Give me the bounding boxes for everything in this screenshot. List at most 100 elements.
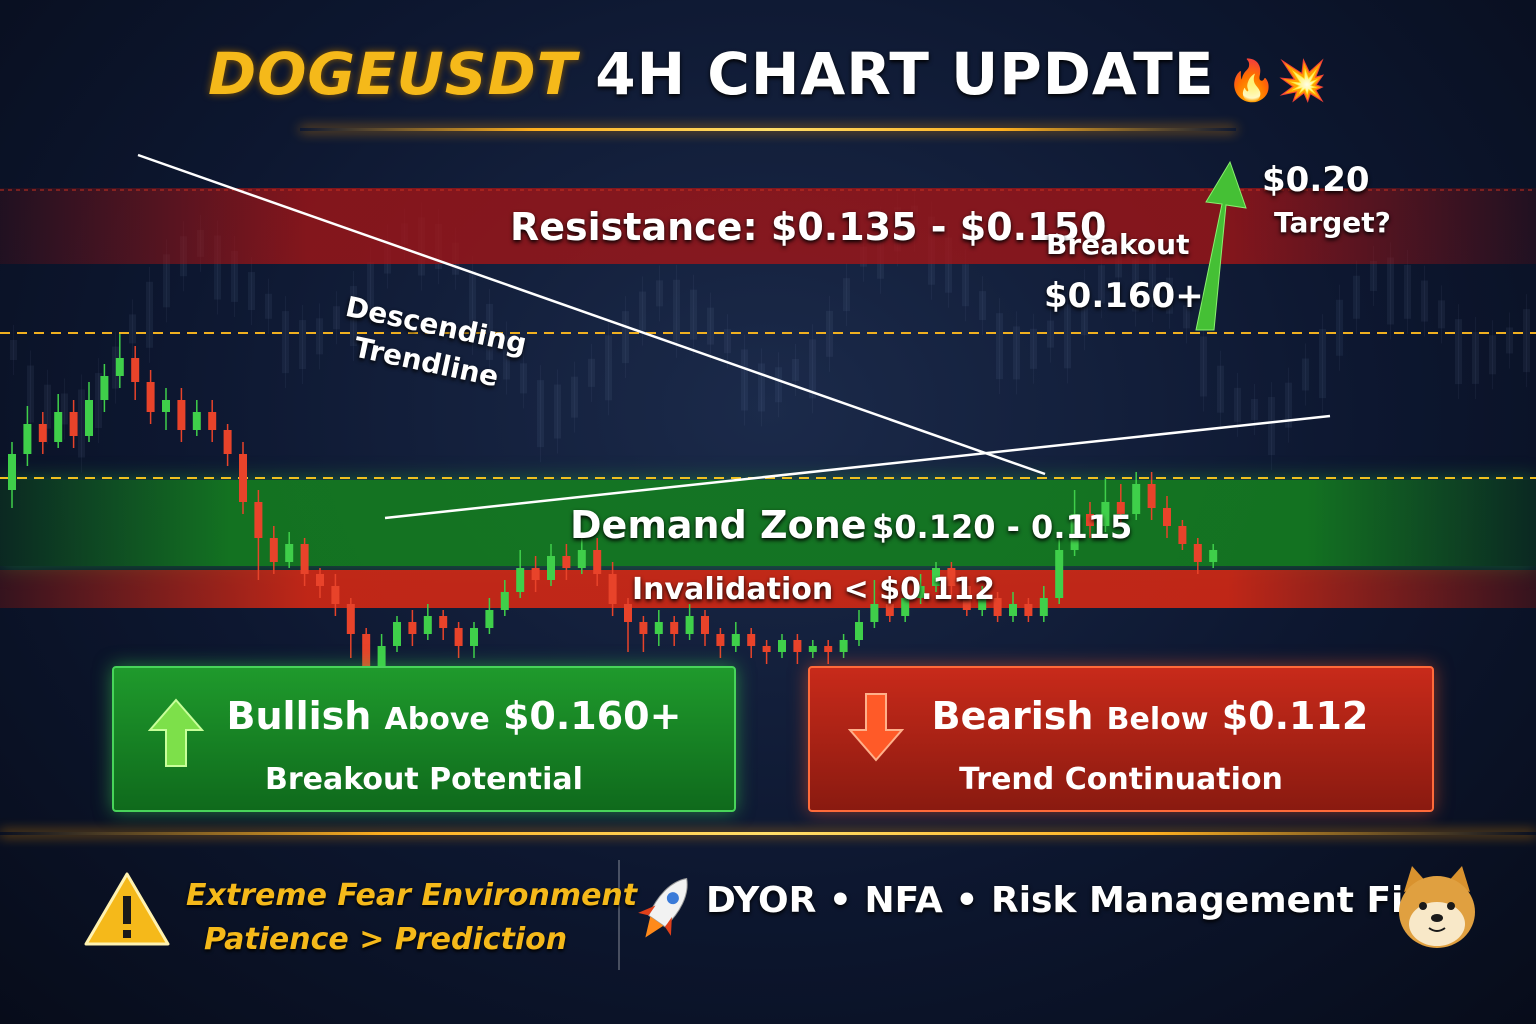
candle-body: [131, 358, 140, 382]
candle-body: [824, 646, 833, 652]
background-candle: [1336, 299, 1343, 356]
warning-icon: [84, 872, 170, 946]
target-value: $0.20: [1262, 160, 1370, 200]
candle-body: [500, 592, 509, 610]
background-candle: [724, 329, 731, 354]
candle-body: [100, 376, 109, 400]
background-candle: [1319, 329, 1326, 399]
background-candle: [1302, 358, 1309, 391]
background-candle: [1421, 280, 1428, 322]
candle-body: [1209, 550, 1218, 562]
rocket-icon: [638, 877, 688, 938]
candle-body: [177, 400, 186, 430]
bullish-above: Above: [384, 702, 490, 737]
candle-body: [1163, 508, 1171, 526]
background-candle: [163, 254, 170, 308]
background-candle: [333, 306, 340, 330]
candle-body: [701, 616, 709, 634]
background-candle: [44, 384, 51, 429]
candle-body: [146, 382, 155, 412]
background-candle: [27, 365, 34, 423]
background-candle: [1064, 304, 1071, 369]
candle-body: [916, 586, 925, 598]
background-candle: [1081, 284, 1088, 336]
candle-body: [1039, 598, 1048, 616]
candle-body: [531, 568, 540, 580]
candle-body: [208, 412, 217, 430]
background-candle: [1234, 387, 1241, 422]
candle-body: [1132, 484, 1141, 514]
background-candle: [265, 293, 272, 319]
footer-vertical-divider: [618, 860, 620, 970]
bullish-word: Bullish: [226, 694, 372, 738]
candle-body: [377, 646, 386, 670]
breakout-value: $0.160+: [1044, 276, 1204, 316]
background-candle: [945, 237, 952, 293]
candle-body: [1009, 604, 1017, 616]
background-candle: [775, 367, 782, 403]
candle-body: [1178, 526, 1187, 544]
doge-avatar-icon: [1399, 866, 1475, 948]
background-candle: [1404, 264, 1411, 319]
candle-body: [239, 454, 247, 502]
background-candle: [95, 373, 102, 429]
background-candle: [486, 303, 493, 360]
bullish-heading: Bullish Above $0.160+: [174, 694, 734, 738]
background-candle: [979, 291, 986, 321]
bearish-subtitle: Trend Continuation: [959, 762, 1283, 797]
resistance-label: Resistance: $0.135 - $0.150: [510, 205, 1107, 249]
background-candle: [1285, 382, 1292, 428]
background-candle: [741, 349, 748, 411]
candle-body: [547, 556, 555, 580]
background-candle: [1132, 249, 1139, 312]
background-candle: [1098, 265, 1105, 304]
candle-body: [1070, 514, 1079, 550]
background-candle: [129, 314, 136, 344]
background-candle: [1370, 260, 1377, 291]
background-candle: [1183, 305, 1190, 329]
candle-body: [747, 634, 756, 646]
background-candle: [231, 250, 238, 302]
background-candle: [707, 307, 714, 345]
candle-body: [516, 568, 525, 592]
candle-body: [932, 568, 940, 586]
background-candle: [1166, 277, 1173, 314]
background-candle: [350, 286, 357, 347]
candle-body: [69, 412, 78, 436]
candle-body: [162, 400, 170, 412]
background-candle: [299, 320, 306, 370]
background-candle: [537, 380, 544, 448]
background-candle: [503, 336, 510, 380]
candle-body: [485, 610, 494, 628]
background-candle: [1472, 331, 1479, 384]
background-candle: [792, 359, 799, 382]
bullish-card: Bullish Above $0.160+ Breakout Potential: [112, 666, 736, 812]
background-candle: [146, 281, 153, 348]
warning-line1: Extreme Fear Environment: [186, 878, 638, 913]
background-candle: [843, 278, 850, 312]
candle-body: [362, 634, 371, 670]
background-candle: [1438, 300, 1445, 329]
background-candle: [282, 311, 289, 374]
candle-body: [346, 604, 355, 634]
candle-body: [408, 622, 417, 634]
candle-body: [439, 616, 448, 628]
candle-body: [8, 454, 16, 490]
bearish-below: Below: [1106, 702, 1209, 737]
bullish-subtitle: Breakout Potential: [265, 762, 583, 797]
candle-body: [978, 598, 987, 610]
background-candle: [1149, 258, 1156, 308]
background-candle: [1217, 365, 1224, 413]
candle-body: [793, 640, 802, 652]
title-underline: [300, 128, 1236, 131]
background-candle: [61, 393, 68, 425]
bearish-word: Bearish: [931, 694, 1094, 738]
candle-body: [1116, 502, 1125, 514]
candle-body: [885, 604, 894, 616]
candle-body: [670, 622, 679, 634]
background-candle: [469, 270, 476, 340]
bearish-card: Bearish Below $0.112 Trend Continuation: [808, 666, 1434, 812]
title-symbol: DOGEUSDT: [207, 40, 578, 108]
candle-body: [393, 622, 401, 646]
background-candle: [588, 358, 595, 387]
